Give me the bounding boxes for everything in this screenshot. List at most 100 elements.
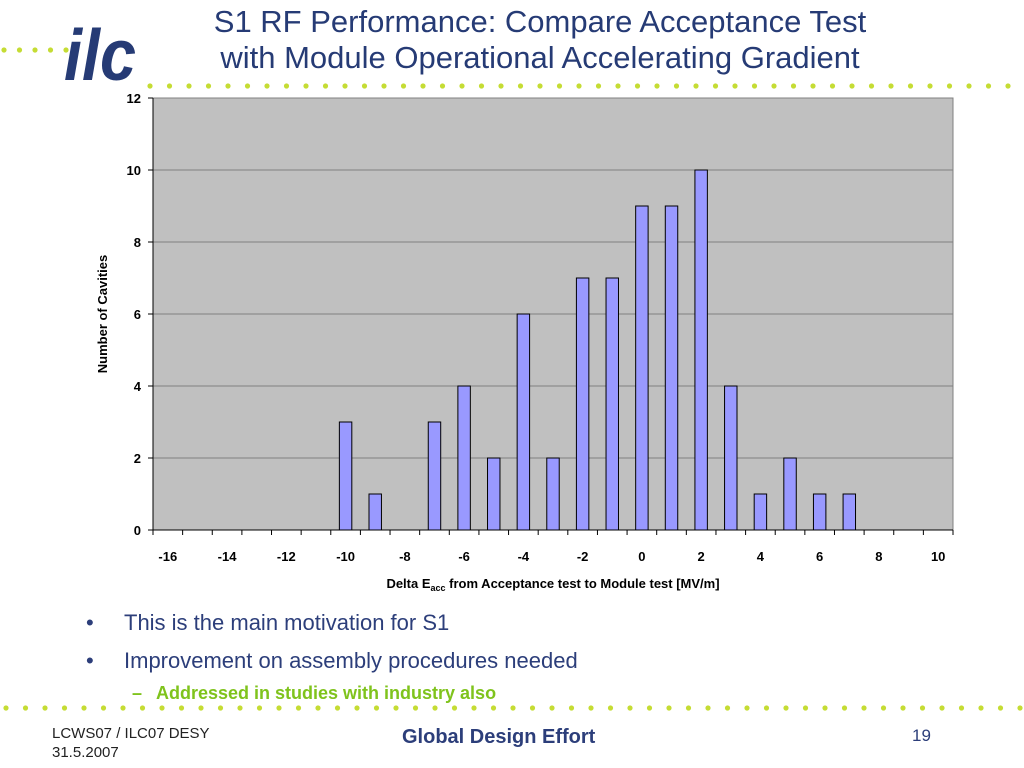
dot	[783, 705, 789, 711]
bullet-mark: •	[86, 648, 94, 673]
bar	[753, 493, 768, 531]
x-tick-label: -16	[158, 549, 177, 564]
dot	[381, 83, 387, 89]
dot	[615, 83, 621, 89]
dot	[334, 705, 341, 711]
title-line-1: S1 RF Performance: Compare Acceptance Te…	[213, 4, 867, 39]
dot	[790, 83, 797, 89]
x-tick-label: -6	[458, 549, 470, 564]
dot	[919, 705, 926, 711]
dot	[217, 705, 224, 711]
x-axis-label-prefix: Delta E	[386, 576, 430, 591]
x-tick-label: -2	[577, 549, 589, 564]
dot	[393, 705, 399, 711]
dot	[829, 83, 836, 89]
dot	[841, 705, 848, 711]
dot	[966, 83, 972, 89]
bar	[338, 421, 353, 531]
sub-bullet-item: – Addressed in studies with industry als…	[86, 680, 946, 706]
dot	[198, 705, 204, 711]
dot	[763, 705, 770, 711]
dot	[861, 705, 867, 711]
x-tick-label: -10	[336, 549, 355, 564]
dot	[712, 83, 719, 89]
dot	[849, 83, 855, 89]
dot	[568, 705, 575, 711]
y-axis-ticks: 0 2 4 6 8 10 12	[127, 91, 153, 538]
dot	[120, 705, 126, 711]
dot	[3, 705, 9, 711]
x-axis-ticks: -16 -14 -12 -10 -8 -6 -4 -2 0 2 4 6 8 10	[152, 530, 954, 564]
dot	[576, 83, 582, 89]
dot	[186, 83, 192, 89]
bullet-item-1: • This is the main motivation for S1	[86, 604, 946, 642]
dot	[322, 83, 329, 89]
x-axis-label: Delta Eacc from Acceptance test to Modul…	[386, 576, 719, 593]
dot	[205, 83, 212, 89]
dot	[537, 83, 543, 89]
bar	[368, 493, 382, 531]
dot	[588, 705, 594, 711]
x-tick-label: 10	[931, 549, 945, 564]
y-tick-label: 0	[134, 523, 141, 538]
dot	[810, 83, 816, 89]
dot	[724, 705, 731, 711]
footer-date: 31.5.2007	[52, 744, 119, 761]
bar	[635, 205, 649, 531]
bar	[842, 493, 857, 531]
dot	[166, 83, 173, 89]
slide-title: S1 RF Performance: Compare Acceptance Te…	[150, 4, 930, 76]
dot	[958, 705, 965, 711]
dot	[471, 705, 477, 711]
dotted-divider-top	[147, 83, 1011, 89]
x-tick-label: -4	[518, 549, 530, 564]
dot	[439, 83, 446, 89]
x-tick-label: -8	[399, 549, 411, 564]
bar	[724, 385, 738, 531]
x-axis-label-subscript: acc	[431, 583, 446, 593]
dot	[673, 83, 680, 89]
dot	[225, 83, 231, 89]
x-tick-label: 8	[875, 549, 882, 564]
dot	[315, 705, 321, 711]
bullet-mark: •	[86, 610, 94, 635]
ilc-logo: ilc	[64, 16, 136, 90]
dot	[771, 83, 777, 89]
bar	[605, 277, 619, 531]
dot	[303, 83, 309, 89]
dot	[400, 83, 407, 89]
bar	[487, 457, 501, 531]
dot	[1, 47, 7, 53]
dot	[868, 83, 875, 89]
dot	[978, 705, 984, 711]
dotted-divider-left	[1, 47, 69, 53]
x-tick-label: -14	[218, 549, 238, 564]
ilc-logo-text: ilc	[64, 16, 136, 90]
dot	[361, 83, 368, 89]
sub-bullet-mark: –	[132, 683, 143, 703]
dot	[498, 83, 504, 89]
x-tick-label: -12	[277, 549, 296, 564]
dot	[354, 705, 360, 711]
y-tick-label: 2	[134, 451, 141, 466]
page-number: 19	[912, 726, 931, 745]
dot	[451, 705, 458, 711]
dot	[47, 47, 54, 53]
dot	[100, 705, 107, 711]
dot	[256, 705, 263, 711]
x-tick-label: 6	[816, 549, 823, 564]
dot	[276, 705, 282, 711]
dot	[732, 83, 738, 89]
dot	[490, 705, 497, 711]
bullet-list: • This is the main motivation for S1 • I…	[86, 604, 946, 706]
footer-org: Global Design Effort	[402, 726, 596, 748]
bar	[783, 457, 797, 531]
dot	[802, 705, 809, 711]
dot	[510, 705, 516, 711]
x-tick-label: 0	[638, 549, 645, 564]
dot	[264, 83, 270, 89]
dot	[654, 83, 660, 89]
y-tick-label: 12	[127, 91, 141, 106]
dot	[81, 705, 87, 711]
